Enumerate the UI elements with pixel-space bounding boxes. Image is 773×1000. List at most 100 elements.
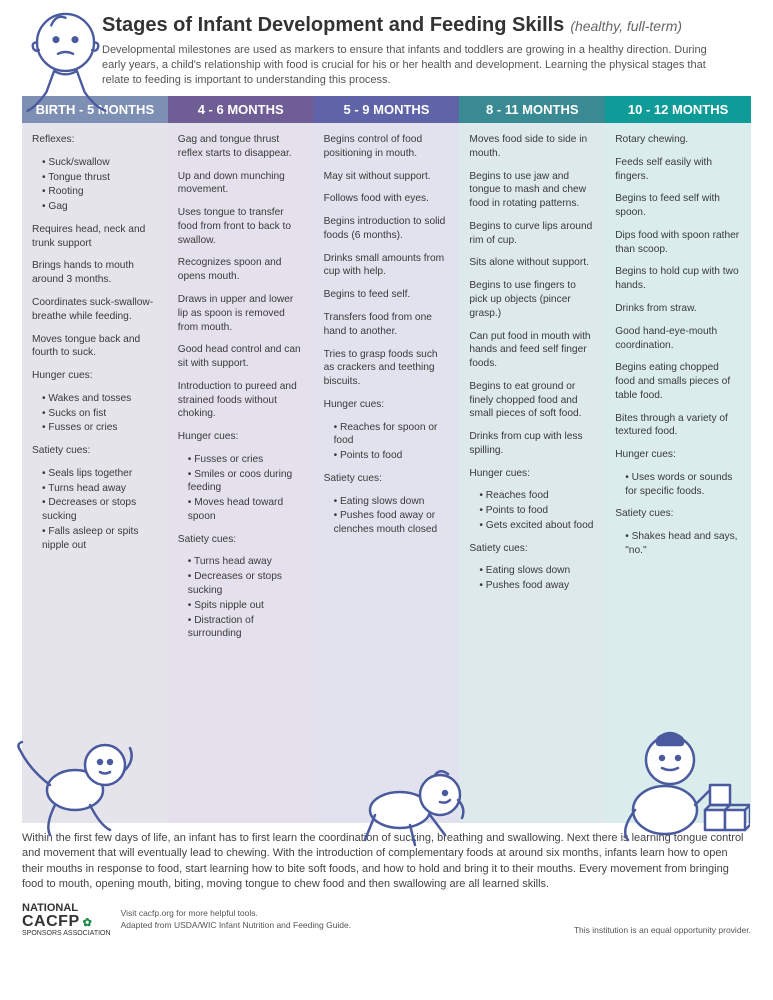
stage-list-item: Turns head away bbox=[38, 482, 158, 496]
stage-paragraph: Begins to feed self. bbox=[324, 288, 450, 302]
page-footer: NATIONAL CACFP ✿ SPONSORS ASSOCIATION Vi… bbox=[22, 903, 751, 937]
stage-list-item: Rooting bbox=[38, 185, 158, 199]
stage-paragraph: Feeds self easily with fingers. bbox=[615, 156, 741, 184]
stage-label: Satiety cues: bbox=[324, 472, 450, 486]
stage-list: Eating slows downPushes food away or cle… bbox=[324, 495, 450, 537]
stage-list-item: Seals lips together bbox=[38, 467, 158, 481]
stage-list: Fusses or criesSmiles or coos during fee… bbox=[178, 453, 304, 524]
stage-list: Uses words or sounds for specific foods. bbox=[615, 471, 741, 499]
stage-list-item: Pushes food away or clenches mouth close… bbox=[330, 509, 450, 537]
stage-list-item: Fusses or cries bbox=[184, 453, 304, 467]
stage-body: Rotary chewing.Feeds self easily with fi… bbox=[605, 123, 751, 823]
stage-column: 10 - 12 MONTHSRotary chewing.Feeds self … bbox=[605, 96, 751, 824]
stage-paragraph: Moves food side to side in mouth. bbox=[469, 133, 595, 161]
stage-list-item: Gets excited about food bbox=[475, 519, 595, 533]
baby-header-icon bbox=[18, 6, 113, 116]
stage-list: Reaches for spoon or foodPoints to food bbox=[324, 421, 450, 463]
stage-body: Reflexes:Suck/swallowTongue thrustRootin… bbox=[22, 123, 168, 823]
stage-list-item: Tongue thrust bbox=[38, 171, 158, 185]
stage-label: Hunger cues: bbox=[469, 467, 595, 481]
stage-list-item: Shakes head and says, "no." bbox=[621, 530, 741, 558]
footer-visit: Visit cacfp.org for more helpful tools. bbox=[121, 908, 352, 919]
stage-list-item: Reaches food bbox=[475, 489, 595, 503]
baby-crawl-left-icon bbox=[10, 730, 140, 840]
stage-list: Suck/swallowTongue thrustRootingGag bbox=[32, 156, 158, 214]
stage-header: 10 - 12 MONTHS bbox=[605, 96, 751, 124]
stage-list-item: Decreases or stops sucking bbox=[38, 496, 158, 524]
stage-label: Satiety cues: bbox=[178, 533, 304, 547]
stage-body: Moves food side to side in mouth. Begins … bbox=[459, 123, 605, 823]
stage-column: 4 - 6 MONTHS Gag and tongue thrust reflex… bbox=[168, 96, 314, 824]
stage-paragraph: Brings hands to mouth around 3 months. bbox=[32, 259, 158, 287]
stage-paragraph: Begins to use jaw and tongue to mash and… bbox=[469, 170, 595, 211]
stage-paragraph: Begins control of food positioning in mo… bbox=[324, 133, 450, 161]
stage-paragraph: Bites through a variety of textured food… bbox=[615, 412, 741, 440]
stage-list-item: Eating slows down bbox=[330, 495, 450, 509]
stage-list-item: Pushes food away bbox=[475, 579, 595, 593]
footer-adapted: Adapted from USDA/WIC Infant Nutrition a… bbox=[121, 920, 352, 931]
stage-paragraph: Sits alone without support. bbox=[469, 256, 595, 270]
baby-crawl-middle-icon bbox=[340, 760, 470, 850]
stage-list-item: Falls asleep or spits nipple out bbox=[38, 525, 158, 553]
stage-label: Satiety cues: bbox=[32, 444, 158, 458]
stage-paragraph: Recognizes spoon and opens mouth. bbox=[178, 256, 304, 284]
stage-paragraph: Good hand-eye-mouth coordination. bbox=[615, 325, 741, 353]
stage-list-item: Distraction of surrounding bbox=[184, 614, 304, 642]
stage-paragraph: Transfers food from one hand to another. bbox=[324, 311, 450, 339]
stage-list-item: Turns head away bbox=[184, 555, 304, 569]
stage-list-item: Suck/swallow bbox=[38, 156, 158, 170]
stage-column: BIRTH - 5 MONTHSReflexes:Suck/swallowTon… bbox=[22, 96, 168, 824]
stage-column: 5 - 9 MONTHS Begins control of food posit… bbox=[314, 96, 460, 824]
stage-paragraph: Drinks from cup with less spilling. bbox=[469, 430, 595, 458]
stage-list: Reaches foodPoints to foodGets excited a… bbox=[469, 489, 595, 532]
stage-list: Eating slows downPushes food away bbox=[469, 564, 595, 593]
stage-list-item: Points to food bbox=[330, 449, 450, 463]
stage-header: 8 - 11 MONTHS bbox=[459, 96, 605, 124]
stage-label: Hunger cues: bbox=[324, 398, 450, 412]
stage-list-item: Uses words or sounds for specific foods. bbox=[621, 471, 741, 499]
stage-paragraph: Good head control and can sit with suppo… bbox=[178, 343, 304, 371]
stage-paragraph: Can put food in mouth with hands and fee… bbox=[469, 330, 595, 371]
stage-paragraph: Begins to hold cup with two hands. bbox=[615, 265, 741, 293]
stage-body: Begins control of food positioning in mo… bbox=[314, 123, 460, 823]
stage-paragraph: Up and down munching movement. bbox=[178, 170, 304, 198]
stage-list-item: Sucks on fist bbox=[38, 407, 158, 421]
stage-paragraph: Begins to eat ground or finely chopped f… bbox=[469, 380, 595, 421]
intro-text: Developmental milestones are used as mar… bbox=[102, 43, 712, 88]
stage-list-item: Fusses or cries bbox=[38, 421, 158, 435]
stage-list-item: Spits nipple out bbox=[184, 599, 304, 613]
stage-paragraph: Begins to use fingers to pick up objects… bbox=[469, 279, 595, 320]
stage-paragraph: Draws in upper and lower lip as spoon is… bbox=[178, 293, 304, 334]
stage-header: 5 - 9 MONTHS bbox=[314, 96, 460, 124]
stage-paragraph: Begins to curve lips around rim of cup. bbox=[469, 220, 595, 248]
stage-label: Satiety cues: bbox=[469, 542, 595, 556]
page-subtitle: (healthy, full-term) bbox=[570, 17, 682, 36]
stage-list-item: Reaches for spoon or food bbox=[330, 421, 450, 449]
stage-list: Shakes head and says, "no." bbox=[615, 530, 741, 558]
org-logo: NATIONAL CACFP ✿ SPONSORS ASSOCIATION bbox=[22, 903, 111, 937]
stage-paragraph: Coordinates suck-swallow-breathe while f… bbox=[32, 296, 158, 324]
stage-list: Wakes and tossesSucks on fistFusses or c… bbox=[32, 392, 158, 435]
stage-column: 8 - 11 MONTHSMoves food side to side in … bbox=[459, 96, 605, 824]
stage-body: Gag and tongue thrust reflex starts to d… bbox=[168, 123, 314, 823]
stage-list-item: Gag bbox=[38, 200, 158, 214]
stage-list-item: Smiles or coos during feeding bbox=[184, 468, 304, 496]
footer-equal: This institution is an equal opportunity… bbox=[574, 925, 751, 936]
stage-list-item: Eating slows down bbox=[475, 564, 595, 578]
stage-paragraph: Begins to feed self with spoon. bbox=[615, 192, 741, 220]
stage-paragraph: Gag and tongue thrust reflex starts to d… bbox=[178, 133, 304, 161]
stage-list-item: Wakes and tosses bbox=[38, 392, 158, 406]
stage-paragraph: Uses tongue to transfer food from front … bbox=[178, 206, 304, 247]
stage-header: 4 - 6 MONTHS bbox=[168, 96, 314, 124]
stage-list: Seals lips togetherTurns head awayDecrea… bbox=[32, 467, 158, 553]
stage-list-item: Points to food bbox=[475, 504, 595, 518]
stages-columns: BIRTH - 5 MONTHSReflexes:Suck/swallowTon… bbox=[22, 96, 751, 824]
stage-list: Turns head awayDecreases or stops suckin… bbox=[178, 555, 304, 641]
page-title: Stages of Infant Development and Feeding… bbox=[102, 12, 564, 39]
stage-paragraph: Drinks small amounts from cup with help. bbox=[324, 252, 450, 280]
stage-paragraph: Begins introduction to solid foods (6 mo… bbox=[324, 215, 450, 243]
stage-paragraph: Begins eating chopped food and smalls pi… bbox=[615, 361, 741, 402]
stage-paragraph: Requires head, neck and trunk support bbox=[32, 223, 158, 251]
stage-label: Hunger cues: bbox=[32, 369, 158, 383]
stage-label: Satiety cues: bbox=[615, 507, 741, 521]
